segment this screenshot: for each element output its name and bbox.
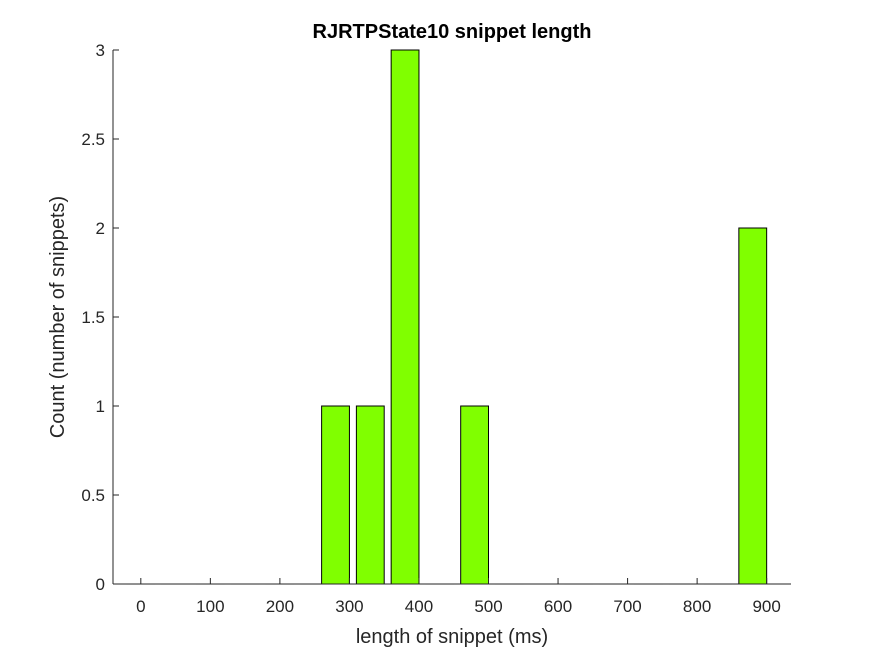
bars-group — [126, 49, 768, 585]
x-tick-label: 800 — [683, 597, 711, 616]
y-tick-label: 0.5 — [81, 486, 105, 505]
x-axis-label: length of snippet (ms) — [356, 626, 548, 648]
x-tick-label: 400 — [405, 597, 433, 616]
bar — [355, 405, 385, 585]
x-tick-label: 700 — [613, 597, 641, 616]
y-tick-label: 1.5 — [81, 308, 105, 327]
y-axis-label: Count (number of snippets) — [47, 196, 69, 438]
chart-title: RJRTPState10 snippet length — [313, 21, 592, 43]
x-tick-label: 100 — [196, 597, 224, 616]
y-tick-label: 2.5 — [81, 130, 105, 149]
bar — [321, 405, 350, 585]
bar — [390, 49, 420, 585]
x-tick-label: 600 — [544, 597, 572, 616]
y-tick-label: 2 — [96, 219, 105, 238]
x-tick-label: 500 — [474, 597, 502, 616]
y-tick-label: 3 — [96, 41, 105, 60]
y-tick-label: 0 — [96, 575, 105, 594]
bar — [460, 405, 490, 585]
x-tick-label: 200 — [266, 597, 294, 616]
y-tick-label: 1 — [96, 397, 105, 416]
x-tick-label: 900 — [752, 597, 780, 616]
bar — [738, 227, 768, 585]
axes-group: 0 100 200 300 400 500 600 700 800 900 0 0.5 1 1.5 2 2.5… — [81, 41, 791, 616]
x-tick-label: 0 — [136, 597, 145, 616]
x-tick-label: 300 — [335, 597, 363, 616]
